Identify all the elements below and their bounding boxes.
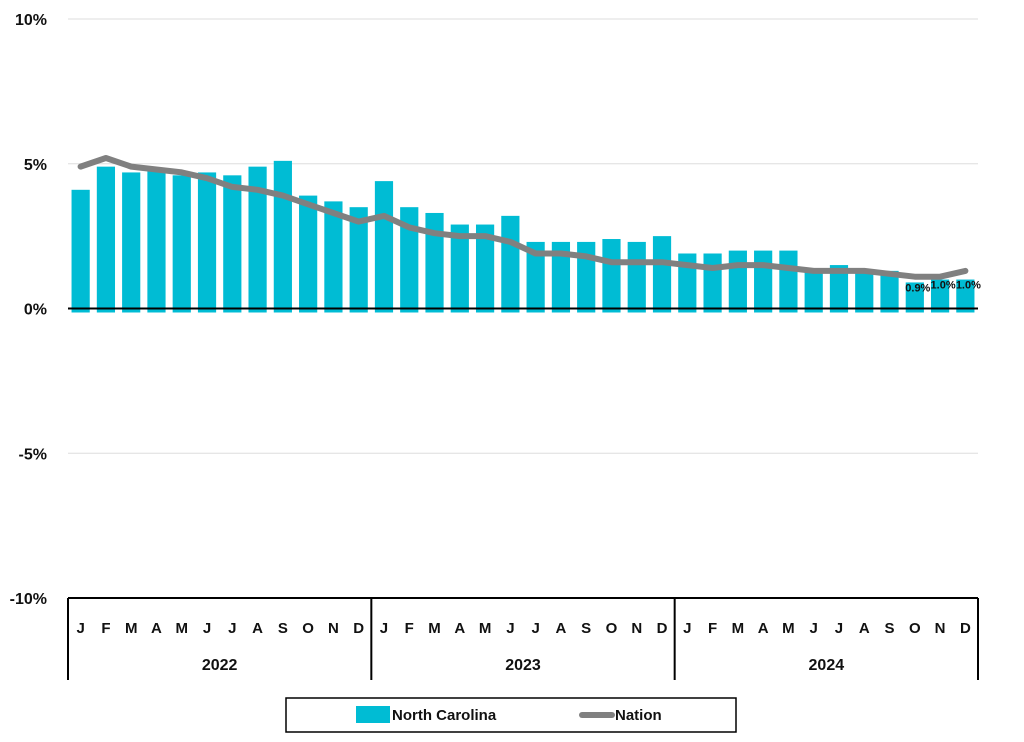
y-tick-label: 0% <box>24 302 47 319</box>
bar-north-carolina <box>880 270 899 313</box>
bar-north-carolina <box>602 239 621 313</box>
x-tick-label: N <box>328 620 339 637</box>
x-tick-label: F <box>708 620 717 637</box>
x-tick-label: J <box>810 620 818 637</box>
bar-north-carolina <box>956 279 975 313</box>
x-tick-label: J <box>76 620 84 637</box>
legend-label-north-carolina: North Carolina <box>392 707 497 724</box>
bar-north-carolina <box>829 265 849 313</box>
bar-north-carolina <box>374 181 394 313</box>
bar-north-carolina <box>905 282 924 313</box>
x-tick-label: D <box>960 620 971 637</box>
bar-north-carolina <box>172 175 191 313</box>
x-tick-label: F <box>101 620 110 637</box>
x-tick-label: M <box>428 620 441 637</box>
data-labels: 0.9% 1.0% 1.0% <box>905 280 981 295</box>
legend: North Carolina Nation <box>285 697 737 733</box>
x-tick-label: J <box>835 620 843 637</box>
x-tick-label: O <box>302 620 314 637</box>
x-tick-label: F <box>405 620 414 637</box>
x-tick-label: M <box>176 620 189 637</box>
x-tick-label: D <box>353 620 364 637</box>
bars-north-carolina <box>71 160 975 313</box>
x-tick-label: M <box>782 620 795 637</box>
x-tick-label: A <box>252 620 263 637</box>
legend-swatch-north-carolina <box>356 706 390 723</box>
x-tick-label: A <box>555 620 566 637</box>
bar-north-carolina <box>501 215 520 313</box>
x-tick-label: A <box>454 620 465 637</box>
bar-north-carolina <box>930 279 950 313</box>
x-tick-label: M <box>732 620 745 637</box>
x-tick-label: A <box>859 620 870 637</box>
x-tick-label: S <box>278 620 288 637</box>
x-tick-label: O <box>909 620 921 637</box>
x-year-label: 2024 <box>809 657 845 674</box>
bar-north-carolina <box>779 250 798 313</box>
bar-north-carolina <box>804 270 823 313</box>
y-axis-ticks: 10% 5% 0% -5% -10% <box>10 12 47 608</box>
y-tick-label: 5% <box>24 157 47 174</box>
bar-north-carolina <box>273 160 292 313</box>
data-label: 1.0% <box>931 280 956 292</box>
x-year-label: 2022 <box>202 657 238 674</box>
legend-box <box>285 697 737 733</box>
x-tick-label: N <box>631 620 642 637</box>
legend-label-nation: Nation <box>615 707 662 724</box>
x-tick-label: S <box>581 620 591 637</box>
bar-north-carolina <box>551 241 571 313</box>
y-tick-label: -5% <box>19 446 47 463</box>
x-tick-label: J <box>506 620 514 637</box>
bar-north-carolina <box>627 241 646 313</box>
x-tick-label: J <box>683 620 691 637</box>
line-nation <box>77 155 969 280</box>
bar-north-carolina <box>248 166 267 313</box>
x-tick-label: A <box>758 620 769 637</box>
bar-north-carolina <box>577 241 596 313</box>
x-tick-label: J <box>531 620 539 637</box>
bar-north-carolina <box>703 253 722 313</box>
bar-north-carolina <box>526 241 545 313</box>
bar-north-carolina <box>349 207 368 313</box>
x-tick-label: S <box>885 620 895 637</box>
bar-north-carolina <box>652 236 672 313</box>
x-tick-label: A <box>151 620 162 637</box>
bar-north-carolina <box>299 195 318 313</box>
bar-north-carolina <box>147 169 166 313</box>
bar-north-carolina <box>425 212 444 313</box>
line-nation-path <box>77 155 969 280</box>
x-tick-label: M <box>479 620 492 637</box>
x-axis: J F M A M J J A S O N D J F M A M J J A S O N D J F M A M J J A S O N D2022… <box>67 597 979 680</box>
bar-north-carolina <box>223 175 242 313</box>
x-tick-label: M <box>125 620 138 637</box>
data-label: 1.0% <box>956 280 981 292</box>
x-tick-label: D <box>657 620 668 637</box>
bar-north-carolina <box>400 207 419 313</box>
x-tick-label: O <box>606 620 618 637</box>
y-tick-label: 10% <box>15 12 47 29</box>
x-tick-label: J <box>203 620 211 637</box>
bar-north-carolina <box>855 270 874 313</box>
x-tick-label: J <box>228 620 236 637</box>
bar-north-carolina <box>197 172 217 313</box>
bar-north-carolina <box>122 172 141 313</box>
x-tick-label: J <box>380 620 388 637</box>
bar-north-carolina <box>728 250 747 313</box>
bar-north-carolina <box>450 224 469 313</box>
x-year-label: 2023 <box>505 657 541 674</box>
bar-north-carolina <box>96 166 116 313</box>
x-tick-label: N <box>935 620 946 637</box>
y-tick-label: -10% <box>10 591 47 608</box>
bar-north-carolina <box>71 189 90 313</box>
bar-north-carolina <box>754 250 773 313</box>
bar-north-carolina <box>475 224 495 313</box>
data-label: 0.9% <box>905 282 930 294</box>
bar-north-carolina <box>324 201 343 313</box>
